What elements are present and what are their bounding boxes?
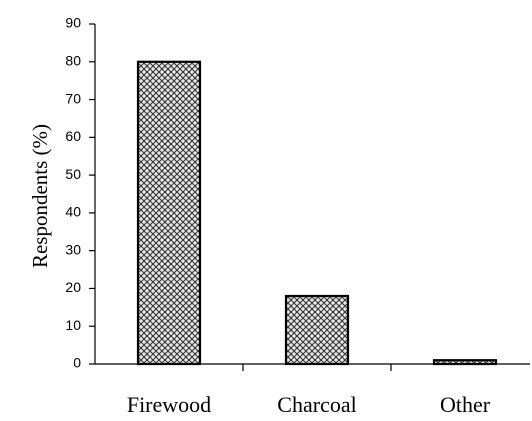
bar	[136, 60, 202, 366]
bar	[432, 359, 498, 366]
y-tick-label: 0	[73, 355, 81, 371]
x-tick-label: Firewood	[127, 392, 211, 417]
x-tick-label: Other	[440, 392, 491, 417]
y-axis-label: Respondents (%)	[28, 124, 52, 268]
y-tick-label: 50	[65, 166, 81, 182]
y-tick-label: 10	[65, 317, 81, 333]
y-tick-label: 70	[65, 90, 81, 106]
y-tick-label: 40	[65, 204, 81, 220]
bar	[284, 294, 350, 366]
y-tick-label: 80	[65, 52, 81, 68]
y-tick-label: 90	[65, 15, 81, 31]
x-tick-label: Charcoal	[277, 392, 356, 417]
y-tick-label: 60	[65, 128, 81, 144]
y-tick-label: 20	[65, 279, 81, 295]
y-tick-label: 30	[65, 241, 81, 257]
